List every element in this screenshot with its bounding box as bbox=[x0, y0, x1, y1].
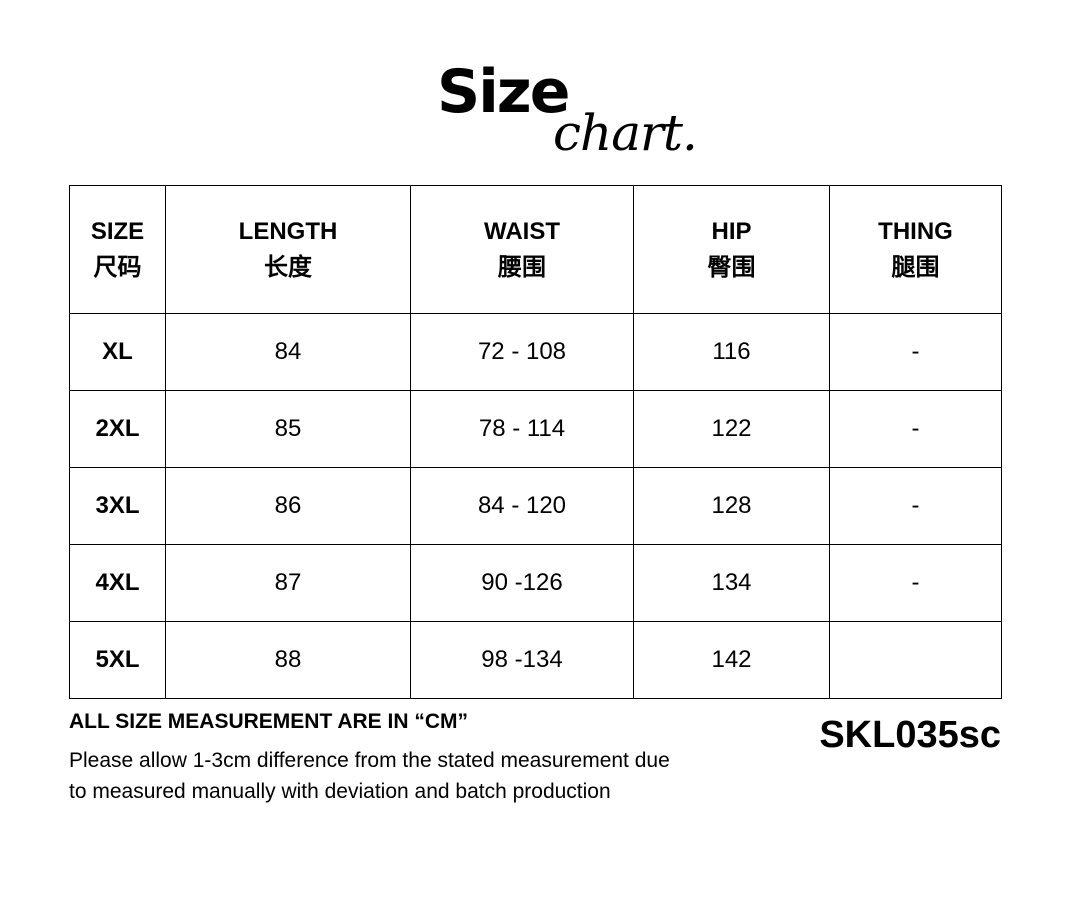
value-cell: 122 bbox=[633, 390, 830, 468]
unit-note: ALL SIZE MEASUREMENT ARE IN “CM” bbox=[69, 710, 469, 733]
table-row: 5XL 88 98 -134 142 bbox=[69, 621, 1002, 699]
header-en: WAIST bbox=[484, 217, 560, 245]
disclaimer-line-1: Please allow 1-3cm difference from the s… bbox=[69, 749, 670, 772]
value-cell: - bbox=[829, 467, 1002, 545]
header-zh: 臀围 bbox=[707, 253, 756, 281]
column-header: WAIST 腰围 bbox=[410, 185, 634, 314]
value-cell: 116 bbox=[633, 313, 830, 391]
size-cell: 5XL bbox=[69, 621, 166, 699]
size-cell: 3XL bbox=[69, 467, 166, 545]
size-table: SIZE 尺码 LENGTH 长度 WAIST 腰围 HIP 臀围 THING 腿围 XL 84 72… bbox=[69, 185, 1002, 699]
value-cell: 98 -134 bbox=[410, 621, 634, 699]
size-cell: XL bbox=[69, 313, 166, 391]
title-size: Size bbox=[437, 57, 570, 127]
header-zh: 腰围 bbox=[498, 253, 546, 281]
title-chart: chart. bbox=[553, 104, 698, 162]
table-row: 3XL 86 84 - 120 128- bbox=[69, 467, 1002, 545]
value-cell: 134 bbox=[633, 544, 830, 622]
product-code: SKL035sc bbox=[819, 714, 1001, 756]
table-row: XL 84 72 - 108 116- bbox=[69, 313, 1002, 391]
column-header: LENGTH 长度 bbox=[165, 185, 411, 314]
header-en: LENGTH bbox=[238, 217, 338, 245]
value-cell: 87 bbox=[165, 544, 411, 622]
size-cell: 4XL bbox=[69, 544, 166, 622]
value-cell: 84 bbox=[165, 313, 411, 391]
disclaimer-line-2: to measured manually with deviation and … bbox=[69, 780, 611, 803]
size-cell: 2XL bbox=[69, 390, 166, 468]
disclaimer: Please allow 1-3cm difference from the s… bbox=[69, 745, 670, 807]
value-cell: - bbox=[829, 313, 1002, 391]
value-cell: 88 bbox=[165, 621, 411, 699]
header-en: SIZE bbox=[90, 217, 145, 245]
value-cell: 85 bbox=[165, 390, 411, 468]
header-row: SIZE 尺码 LENGTH 长度 WAIST 腰围 HIP 臀围 THING 腿围 bbox=[69, 185, 1002, 314]
header-zh: 尺码 bbox=[93, 253, 142, 281]
value-cell: - bbox=[829, 544, 1002, 622]
column-header: THING 腿围 bbox=[829, 185, 1002, 314]
header-en: HIP bbox=[711, 217, 752, 245]
value-cell bbox=[829, 621, 1002, 699]
header-zh: 长度 bbox=[264, 253, 312, 281]
value-cell: 78 - 114 bbox=[410, 390, 634, 468]
table-row: 4XL 87 90 -126 134- bbox=[69, 544, 1002, 622]
value-cell: 72 - 108 bbox=[410, 313, 634, 391]
value-cell: 84 - 120 bbox=[410, 467, 634, 545]
value-cell: 142 bbox=[633, 621, 830, 699]
column-header: HIP 臀围 bbox=[633, 185, 830, 314]
header-en: THING bbox=[878, 217, 953, 245]
value-cell: 86 bbox=[165, 467, 411, 545]
header-zh: 腿围 bbox=[891, 253, 940, 281]
value-cell: 90 -126 bbox=[410, 544, 634, 622]
value-cell: - bbox=[829, 390, 1002, 468]
value-cell: 128 bbox=[633, 467, 830, 545]
table-row: 2XL 85 78 - 114 122- bbox=[69, 390, 1002, 468]
column-header: SIZE 尺码 bbox=[69, 185, 166, 314]
